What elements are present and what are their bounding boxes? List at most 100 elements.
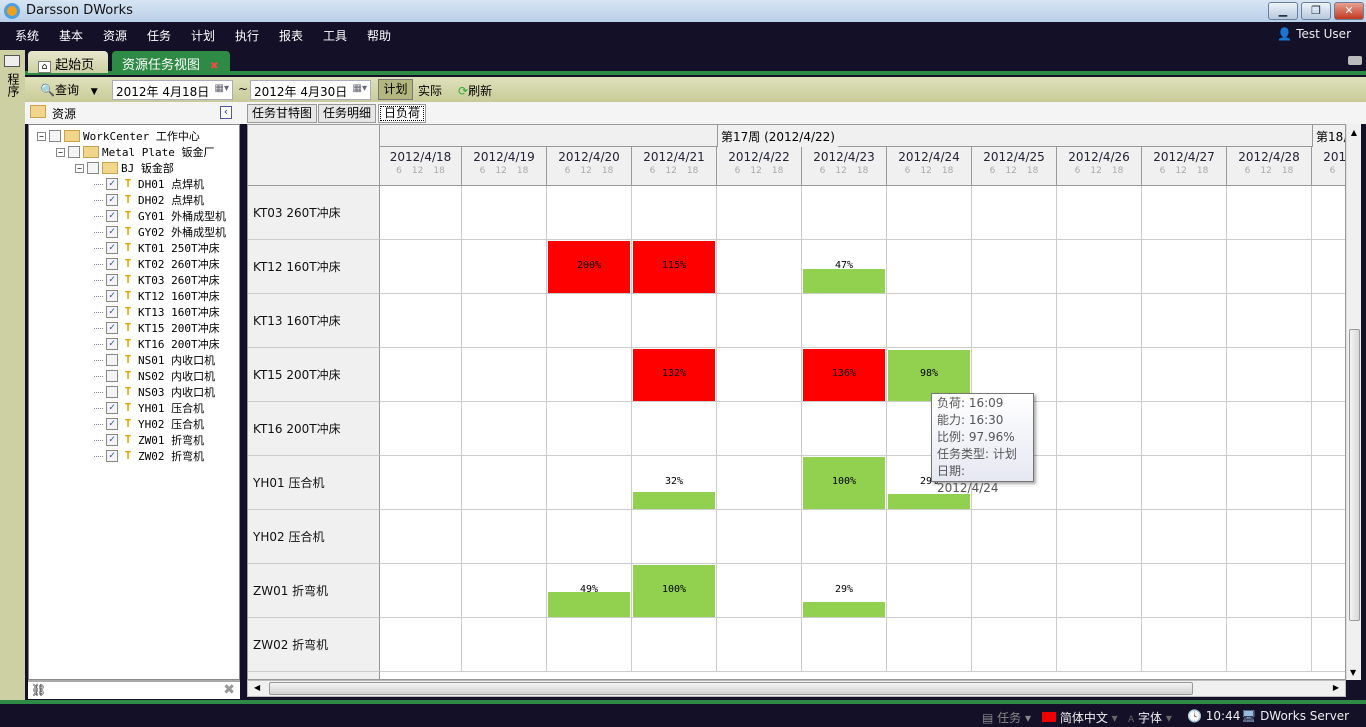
load-cell[interactable] [802, 294, 887, 348]
tree-checkbox[interactable] [49, 130, 61, 142]
tree-node[interactable]: − WorkCenter 工作中心 [37, 128, 200, 144]
load-bar[interactable] [803, 269, 885, 293]
load-cell[interactable] [462, 348, 547, 402]
tree-checkbox[interactable]: ✓ [106, 306, 118, 318]
vertical-scrollbar[interactable]: ▲ ▼ [1346, 124, 1361, 680]
subtab[interactable]: 任务甘特图 [247, 104, 317, 123]
tree-node[interactable]: ✓ T GY01 外桶成型机 [94, 208, 226, 224]
tree-checkbox[interactable]: ✓ [106, 210, 118, 222]
load-cell[interactable] [632, 294, 717, 348]
tree-node[interactable]: T NS02 内收口机 [94, 368, 215, 384]
load-cell[interactable] [1227, 186, 1312, 240]
tree-checkbox[interactable]: ✓ [106, 226, 118, 238]
tree-node[interactable]: ✓ T ZW01 折弯机 [94, 432, 204, 448]
date-from-picker[interactable]: 2012年 4月18日 ▦▾ [112, 80, 233, 100]
load-cell[interactable] [1227, 456, 1312, 510]
scroll-right-icon[interactable]: ▶ [1332, 683, 1339, 692]
load-cell[interactable] [972, 186, 1057, 240]
expand-toggle-icon[interactable]: − [75, 163, 84, 173]
load-cell[interactable] [547, 618, 632, 672]
horizontal-scroll-thumb[interactable] [269, 682, 1193, 695]
load-cell[interactable] [380, 402, 462, 456]
tree-checkbox[interactable]: ✓ [106, 434, 118, 446]
load-bar[interactable] [633, 492, 715, 509]
menu-item[interactable]: 基本 [59, 29, 84, 43]
tree-checkbox[interactable]: ✓ [106, 274, 118, 286]
load-cell[interactable] [632, 456, 717, 510]
collapse-panel-button[interactable]: ‹ [220, 106, 232, 119]
load-cell[interactable] [887, 456, 972, 510]
load-cell[interactable] [717, 240, 802, 294]
tree-node[interactable]: ✓ T ZW02 折弯机 [94, 448, 204, 464]
tree-search-box[interactable]: ⛓ ✖ [28, 680, 240, 699]
load-bar[interactable] [633, 565, 715, 617]
load-cell[interactable] [632, 564, 717, 618]
load-cell[interactable] [717, 510, 802, 564]
tree-checkbox[interactable]: ✓ [106, 242, 118, 254]
menu-item[interactable]: 资源 [103, 29, 128, 43]
load-cell[interactable] [802, 456, 887, 510]
tree-checkbox[interactable] [106, 386, 118, 398]
load-cell[interactable] [1142, 186, 1227, 240]
load-cell[interactable] [1312, 240, 1345, 294]
load-cell[interactable] [380, 348, 462, 402]
menu-item[interactable]: 系统 [15, 29, 40, 43]
load-cell[interactable] [802, 186, 887, 240]
load-cell[interactable] [1142, 402, 1227, 456]
font-selector[interactable]: A 字体 ▾ [1128, 711, 1172, 725]
load-cell[interactable] [887, 564, 972, 618]
tab-start-page[interactable]: ⌂ 起始页 [28, 51, 108, 73]
load-cell[interactable] [547, 294, 632, 348]
load-cell[interactable] [1057, 186, 1142, 240]
load-cell[interactable] [1227, 564, 1312, 618]
load-cell[interactable] [802, 240, 887, 294]
tree-node[interactable]: ✓ T KT01 250T冲床 [94, 240, 220, 256]
load-cell[interactable] [380, 618, 462, 672]
load-cell[interactable] [1057, 510, 1142, 564]
load-bar[interactable] [803, 457, 885, 509]
tree-checkbox[interactable] [106, 354, 118, 366]
load-cell[interactable] [1142, 456, 1227, 510]
tree-node[interactable]: ✓ T KT15 200T冲床 [94, 320, 220, 336]
load-cell[interactable] [1142, 294, 1227, 348]
tree-node[interactable]: T NS01 内收口机 [94, 352, 215, 368]
load-cell[interactable] [547, 564, 632, 618]
load-bar[interactable] [633, 349, 715, 401]
menu-item[interactable]: 执行 [235, 29, 260, 43]
menu-item[interactable]: 计划 [191, 29, 216, 43]
load-cell[interactable] [547, 402, 632, 456]
load-cell[interactable] [887, 240, 972, 294]
load-bar[interactable] [633, 241, 715, 293]
tree-node[interactable]: ✓ T YH02 压合机 [94, 416, 204, 432]
tree-checkbox[interactable]: ✓ [106, 290, 118, 302]
load-cell[interactable] [802, 618, 887, 672]
load-cell[interactable] [802, 564, 887, 618]
tree-node[interactable]: ✓ T KT03 260T冲床 [94, 272, 220, 288]
scroll-down-icon[interactable]: ▼ [1350, 668, 1357, 677]
load-cell[interactable] [1312, 510, 1345, 564]
load-cell[interactable] [1227, 402, 1312, 456]
subtab[interactable]: 日负荷 [378, 104, 426, 123]
actual-toggle[interactable]: 实际 [418, 84, 443, 98]
clear-search-icon[interactable]: ✖ [223, 682, 235, 698]
tree-node[interactable]: ✓ T KT16 200T冲床 [94, 336, 220, 352]
load-cell[interactable] [1142, 348, 1227, 402]
load-cell[interactable] [547, 186, 632, 240]
load-cell[interactable] [802, 348, 887, 402]
tree-checkbox[interactable] [106, 370, 118, 382]
tree-node[interactable]: ✓ T DH02 点焊机 [94, 192, 204, 208]
load-cell[interactable] [632, 618, 717, 672]
tree-checkbox[interactable]: ✓ [106, 194, 118, 206]
load-cell[interactable] [1312, 294, 1345, 348]
load-cell[interactable] [887, 618, 972, 672]
load-bar[interactable] [803, 349, 885, 401]
tree-checkbox[interactable] [68, 146, 80, 158]
menu-item[interactable]: 报表 [279, 29, 304, 43]
load-bar[interactable] [888, 494, 970, 509]
chevron-down-icon[interactable]: ▼ [90, 87, 98, 97]
menu-item[interactable]: 任务 [147, 29, 172, 43]
load-cell[interactable] [1057, 564, 1142, 618]
load-cell[interactable] [1312, 348, 1345, 402]
tree-node[interactable]: − Metal Plate 钣金厂 [56, 144, 214, 160]
load-cell[interactable] [717, 186, 802, 240]
